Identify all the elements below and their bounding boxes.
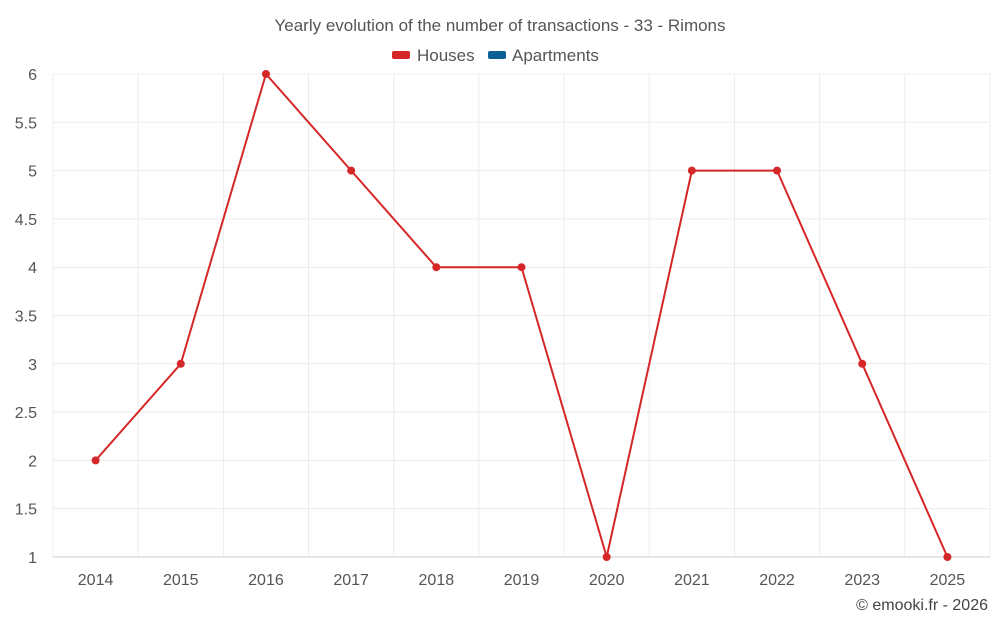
y-tick-label: 5 (28, 164, 37, 181)
legend-item-houses[interactable]: Houses (392, 46, 475, 65)
legend-label-apartments: Apartments (512, 46, 599, 65)
axes: 1 1.5 2 2.5 3 3.5 4 4.5 5 5.5 6 2014 2015 2016 2017 201… (15, 67, 990, 589)
y-tick-label: 6 (28, 67, 37, 84)
data-point-houses[interactable] (943, 553, 952, 561)
data-point-houses[interactable] (602, 553, 611, 561)
x-tick-label: 2014 (78, 572, 114, 589)
data-point-houses[interactable] (176, 359, 185, 368)
x-tick-label: 2022 (759, 572, 795, 589)
x-tick-label: 2018 (419, 572, 455, 589)
y-tick-label: 3 (28, 357, 37, 374)
grid-lines (52, 73, 991, 558)
x-tick-label: 2020 (589, 572, 625, 589)
credit-text: © emooki.fr - 2026 (856, 597, 988, 614)
x-tick-label: 2021 (674, 572, 710, 589)
x-tick-label: 2023 (844, 572, 880, 589)
y-tick-label: 3.5 (15, 309, 37, 326)
legend-item-apartments[interactable]: Apartments (488, 46, 599, 65)
data-point-houses[interactable] (91, 456, 100, 465)
legend-swatch-apartments (488, 51, 506, 59)
y-tick-label: 1.5 (15, 502, 37, 519)
data-point-houses[interactable] (773, 166, 782, 175)
x-tick-label: 2025 (930, 572, 966, 589)
x-tick-label: 2019 (504, 572, 540, 589)
y-tick-label: 1 (28, 550, 37, 567)
data-point-houses[interactable] (687, 166, 696, 175)
data-point-houses[interactable] (261, 70, 270, 78)
y-tick-label: 4 (28, 260, 37, 277)
data-points (91, 70, 952, 561)
legend-swatch-houses (392, 51, 410, 59)
x-tick-label: 2015 (163, 572, 199, 589)
y-tick-label: 2.5 (15, 405, 37, 422)
y-tick-label: 4.5 (15, 212, 37, 229)
y-tick-label: 5.5 (15, 115, 37, 132)
legend: Houses Apartments (392, 46, 599, 65)
data-point-houses[interactable] (517, 263, 526, 272)
chart-title: Yearly evolution of the number of transa… (274, 16, 725, 35)
data-point-houses[interactable] (858, 359, 867, 368)
x-tick-label: 2016 (248, 572, 284, 589)
data-point-houses[interactable] (347, 166, 356, 175)
y-tick-label: 2 (28, 453, 37, 470)
data-point-houses[interactable] (432, 263, 441, 272)
legend-label-houses: Houses (417, 46, 475, 65)
x-tick-label: 2017 (333, 572, 369, 589)
